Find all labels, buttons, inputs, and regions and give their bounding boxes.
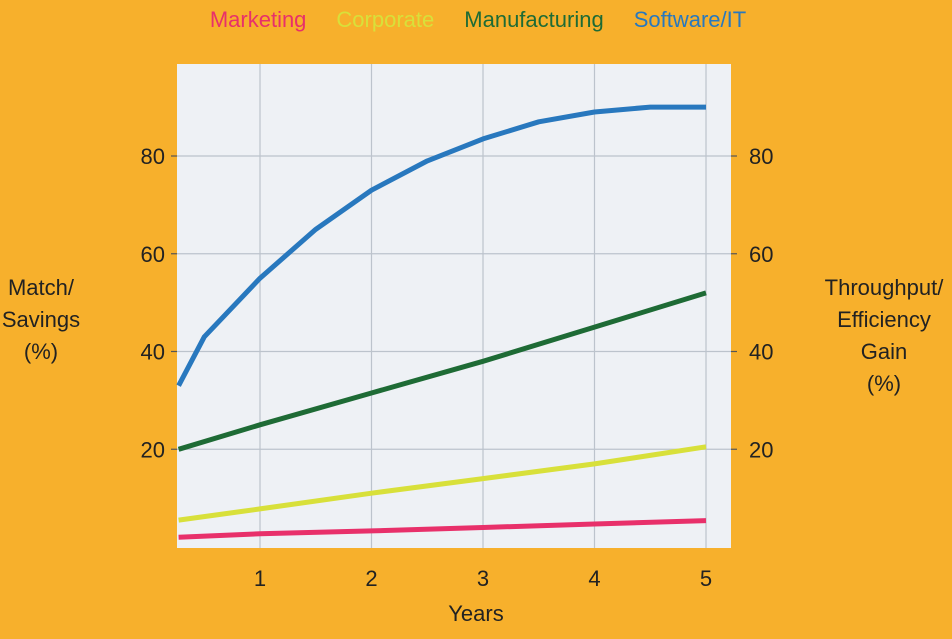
y-tick-label-left: 60: [141, 242, 165, 267]
y-tick-label-right: 60: [749, 242, 773, 267]
legend-item: Software/IT: [633, 7, 747, 32]
y-tick-label-right: 40: [749, 340, 773, 365]
series-line-marketing: [178, 518, 707, 540]
y-axis-label-right: Throughput/Efficiency Gain (%): [822, 272, 946, 400]
series-line-manufacturing: [177, 290, 707, 452]
legend-item: Marketing: [209, 7, 307, 32]
legend-item: Corporate: [336, 7, 435, 32]
y-tick-label-right: 80: [749, 144, 773, 169]
ylabel-left-line: Savings: [1, 307, 81, 332]
ylabel-left-line: Match/: [7, 275, 75, 300]
ylabel-right-line: Efficiency: [837, 307, 931, 332]
y-tick-label-left: 80: [141, 144, 165, 169]
series-line-corporate: [178, 444, 707, 523]
series-lines: [176, 104, 707, 540]
x-tick-label: 1: [254, 566, 266, 591]
legend-item: Manufacturing: [464, 7, 604, 32]
legend: Marketing Corporate Manufacturing Software/…: [0, 6, 952, 34]
y-axis-label-left: Match/Savings (%): [0, 272, 82, 368]
x-axis-label: Years: [448, 601, 504, 626]
ylabel-right-line: Throughput/: [824, 275, 944, 300]
x-tick-label: 2: [365, 566, 377, 591]
gridlines: [171, 64, 737, 548]
y-tick-label-left: 20: [141, 437, 165, 462]
ylabel-right-line: (%): [866, 371, 902, 396]
x-tick-label: 5: [700, 566, 712, 591]
ylabel-left-line: (%): [23, 339, 59, 364]
y-tick-label-left: 40: [141, 340, 165, 365]
x-tick-label: 4: [588, 566, 600, 591]
tick-labels: 1 2 3 4 5 20 20 40 40 60 60 80 80: [141, 144, 774, 591]
x-tick-label: 3: [477, 566, 489, 591]
y-tick-label-right: 20: [749, 437, 773, 462]
series-line-software-it: [176, 104, 706, 387]
ylabel-right-line: Gain: [860, 339, 908, 364]
plot-area: [177, 64, 731, 548]
